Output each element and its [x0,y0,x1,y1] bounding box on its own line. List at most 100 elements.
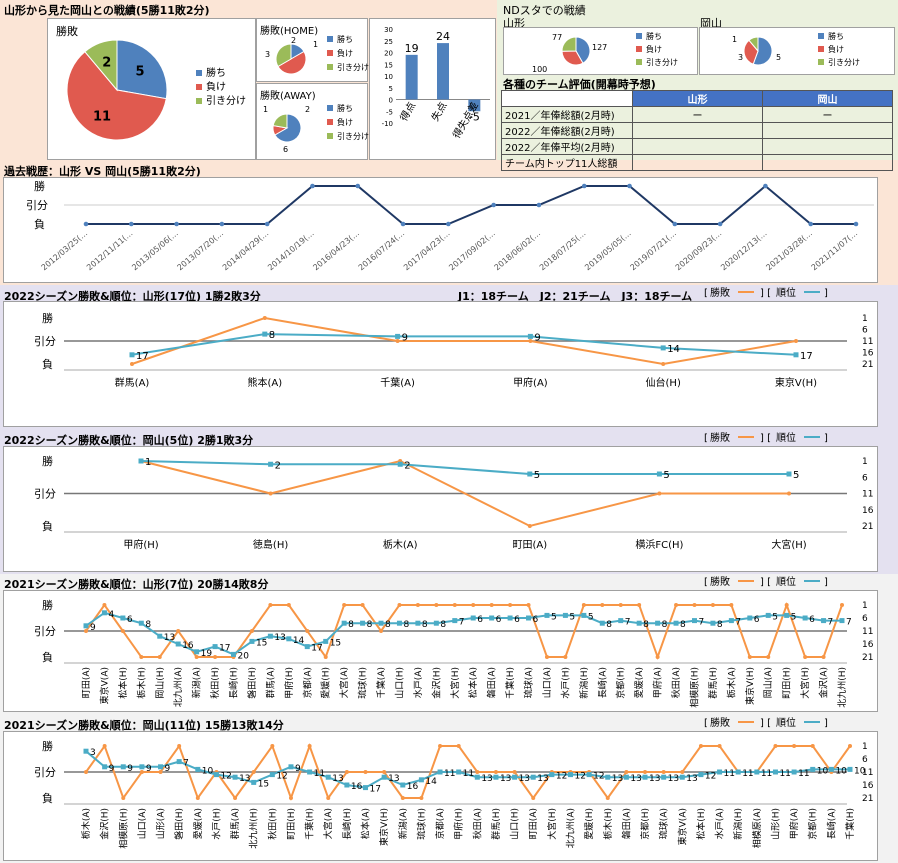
rank-point [655,620,661,626]
result-point [512,770,517,774]
rank-value-label: 8 [422,620,428,630]
x-tick-label: 東京V(A) [98,667,110,704]
rank-point [710,620,716,626]
nd-yamagata-panel: 127 100 77 勝ち 負け 引き分け [503,27,698,75]
result-point [382,770,387,774]
x-tick-label: 相模原(A) [751,808,763,848]
x-tick-label: 山口(H) [510,808,521,840]
rank-value-label: 12 [705,772,716,782]
legend-bracket: ] [824,577,828,588]
legend-label-result: 勝敗 [710,286,730,299]
x-tick-label: 栃木(A) [383,538,418,551]
x-tick-label: 相模原(H) [688,667,700,708]
pie-slice-label: 1 [263,105,268,114]
result-point [249,629,254,633]
x-tick-label: 磐田(A) [620,808,632,839]
rank-value-label: 7 [183,759,189,769]
x-tick-label: 甲府(A) [652,667,664,698]
rank-line [85,611,842,656]
rank-value-label: 9 [90,623,96,633]
rank-point [452,618,458,624]
rank-value-label: 9 [109,764,115,774]
data-point [717,221,723,227]
x-tick-label: 金沢(H) [99,808,111,840]
rank-point [456,769,462,775]
rank-point [586,772,592,778]
x-tick-label: 金沢(A) [818,667,830,698]
result-point [419,796,424,800]
main-pie-label: 勝敗 [56,25,78,38]
rank-point [129,352,135,358]
x-tick-label: 2020/09/23(… [674,229,724,273]
result-point [674,603,679,607]
pie-slice [84,39,118,92]
pie-slice-label: 127 [592,43,607,52]
y-tick-label: 15 [384,61,393,69]
rank-point [139,764,145,770]
rank-point [691,618,697,624]
rank-point [176,759,182,765]
rank-point [231,651,237,657]
rank-point [397,461,403,467]
rank-point [288,764,294,770]
result-point [130,362,134,366]
away-pie-legend: 勝ち 負け 引き分け [327,102,369,144]
season-panel-3: 勝引分負 1 6 11 16 21[勝敗] [順位] 9 4 6 8 13 16 19 17 20 15 13 1… [3,575,878,712]
x-tick-label: 横浜FC(H) [635,538,683,551]
rank-point [679,774,685,780]
away-pie: 6 1 2 [263,105,310,154]
bar [405,54,418,100]
x-tick-label: 東京V(H) [744,667,756,705]
rank-point [249,638,255,644]
legend-bracket: ] [ [760,718,771,729]
rank-value-label: 17 [311,644,322,654]
x-tick-label: 磐田(A) [486,667,498,698]
rank-value-label: 8 [606,620,612,630]
bar-value-label: -5 [469,110,480,123]
rank-point [158,764,164,770]
rank-tick-label: 6 [862,614,868,624]
rank-value-label: 14 [425,777,437,787]
result-point [810,744,815,748]
result-point [531,796,536,800]
result-point [773,744,778,748]
result-point [120,629,125,633]
rank-point [212,644,218,650]
pie-slice [752,36,773,66]
nd-team-b: 岡山 [700,17,722,30]
y-tick-label: 30 [384,26,393,34]
result-point [434,603,439,607]
legend-label-result: 勝敗 [710,716,730,729]
rank-tick-label: 21 [862,360,873,370]
x-tick-label: 甲府(H) [283,667,295,699]
x-tick-label: 甲府(A) [513,376,548,389]
nd-yamagata-pie: 127 100 77 [532,33,607,74]
x-tick-label: 栃木(A) [725,667,737,698]
data-point [763,183,768,189]
rank-point [120,615,126,621]
result-point [194,655,199,659]
x-tick-label: 磐田(H) [173,808,185,840]
rank-value-label: 1 [145,457,151,468]
y-label-win: 勝 [34,179,45,193]
x-tick-label: 大宮(H) [771,538,806,551]
result-point [213,655,218,659]
rank-tick-label: 6 [862,473,868,483]
x-tick-label: 栃木(A) [80,808,92,839]
league-info: J1：18チーム J2：21チーム J3：18チーム [458,290,693,303]
x-tick-label: 秋田(A) [471,808,483,839]
data-point [310,183,315,189]
pie-slice-label: 1 [313,40,318,49]
result-point [251,770,256,774]
season-title-2: 2022シーズン勝敗&順位：岡山(5位) 2勝1敗3分 [4,434,254,447]
x-tick-label: 2018/07/25(… [538,229,588,273]
x-tick-label: 大宮(H) [546,808,558,840]
x-tick-label: 甲府(A) [788,808,800,839]
season-title-3: 2021シーズン勝敗&順位：山形(7位) 20勝14敗8分 [4,578,269,591]
pie-slice [561,50,584,66]
rank-value-label: 9 [295,764,301,774]
rank-value-label: 5 [588,612,594,622]
result-point [600,603,605,607]
rank-value-label: 8 [717,620,723,630]
